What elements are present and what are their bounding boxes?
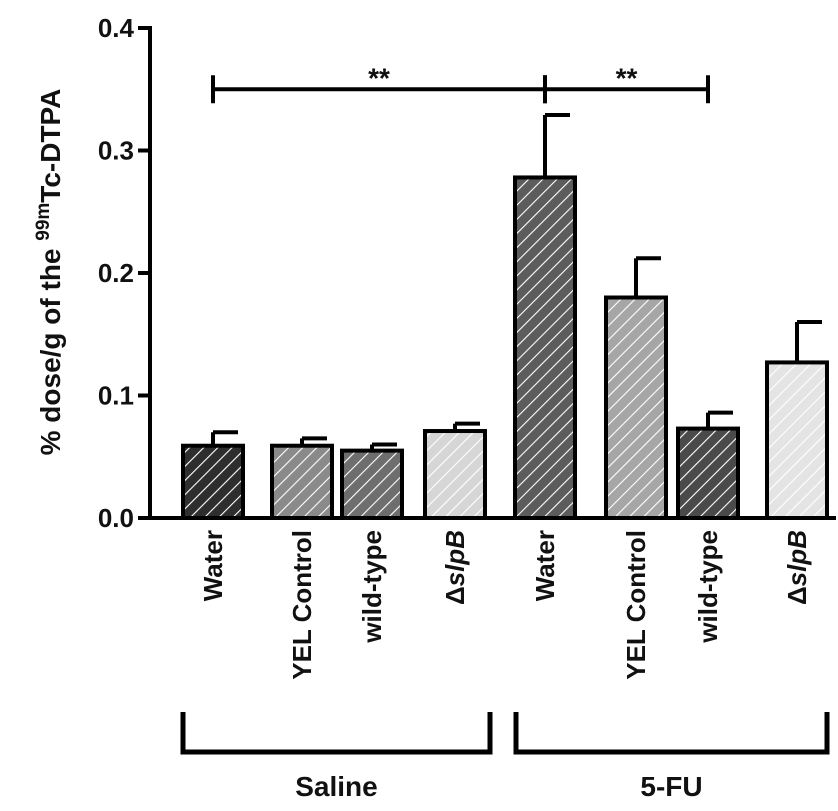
bar-7: [676, 426, 740, 521]
y-tick-label: 0.1: [98, 381, 134, 411]
bar-1: [181, 443, 245, 521]
category-label-prefix: Δ: [440, 586, 470, 605]
category-label-2: YEL Control: [287, 530, 317, 680]
y-tick-label: 0.3: [98, 136, 134, 166]
category-label-3: wild-type: [357, 530, 387, 644]
category-label-text: slpB: [440, 530, 470, 586]
group-bracket-1: [180, 712, 493, 755]
category-label-prefix: Δ: [782, 586, 812, 605]
category-label-8: ΔslpB: [782, 530, 812, 605]
y-axis-label: % dose/g of the 99mTc-DTPA: [33, 89, 66, 456]
bar-4: [423, 429, 487, 520]
category-label-text: wild-type: [357, 530, 387, 644]
y-tick-label: 0.4: [98, 13, 135, 43]
category-label-text: YEL Control: [621, 530, 651, 680]
significance-label-2: **: [616, 62, 638, 93]
bar-6: [604, 295, 668, 520]
group-label-1: Saline: [295, 771, 377, 802]
y-axis-label-main: % dose/g of the: [35, 241, 66, 456]
category-label-text: Water: [198, 530, 228, 601]
y-axis-label-superscript: 99m: [33, 203, 54, 241]
bar-5: [513, 175, 577, 520]
significance-label-1: **: [368, 62, 390, 93]
group-label-2: 5-FU: [640, 771, 702, 802]
category-label-text: Water: [530, 530, 560, 601]
bar-3: [340, 448, 404, 520]
category-label-7: wild-type: [693, 530, 723, 644]
bar-2: [270, 443, 334, 521]
y-tick-label: 0.2: [98, 258, 134, 288]
y-tick-label: 0.0: [98, 503, 134, 533]
category-label-1: Water: [198, 530, 228, 601]
category-label-text: slpB: [782, 530, 812, 586]
group-bracket-2: [513, 712, 830, 755]
category-label-5: Water: [530, 530, 560, 601]
category-label-4: ΔslpB: [440, 530, 470, 605]
category-label-text: wild-type: [693, 530, 723, 644]
y-axis-label-tail: Tc-DTPA: [35, 89, 66, 203]
category-label-text: YEL Control: [287, 530, 317, 680]
category-label-6: YEL Control: [621, 530, 651, 680]
bar-8: [765, 360, 829, 520]
